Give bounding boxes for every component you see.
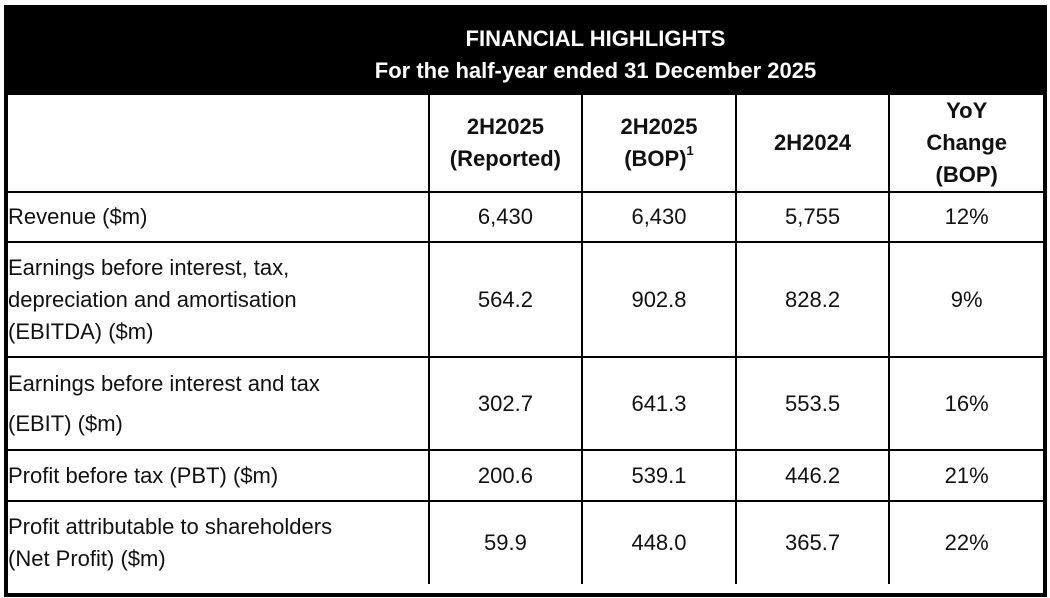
row-label: Earnings before interest, tax, depreciat… — [8, 241, 430, 358]
row-label-line: (EBIT) ($m) — [8, 410, 123, 436]
cell-2h2024: 828.2 — [734, 241, 891, 358]
column-header-line: (BOP)1 — [583, 143, 735, 175]
row-label-line: Earnings before interest and tax — [8, 370, 320, 396]
cell-yoy-change: 16% — [888, 356, 1043, 451]
row-label-line: (EBITDA) ($m) — [8, 318, 154, 344]
row-label: Earnings before interest and tax (EBIT) … — [8, 356, 430, 451]
cell-yoy-change: 12% — [888, 191, 1043, 243]
header-row: 2H2025 (Reported) 2H2025 (BOP)1 2H2024 Y… — [8, 95, 1043, 193]
cell-2h2025-reported: 59.9 — [427, 500, 584, 584]
row-label-line: Profit before tax (PBT) ($m) — [8, 462, 279, 488]
column-header-line: (Reported) — [449, 146, 562, 171]
banner-subtitle: For the half-year ended 31 December 2025 — [374, 58, 817, 83]
highlights-grid: 2H2025 (Reported) 2H2025 (BOP)1 2H2024 Y… — [8, 95, 1043, 584]
cell-2h2024: 446.2 — [734, 449, 891, 502]
cell-yoy-change: 21% — [888, 449, 1043, 502]
cell-2h2025-reported: 6,430 — [427, 191, 584, 243]
row-label-line: Revenue ($m) — [8, 204, 148, 229]
column-header-label — [8, 95, 430, 193]
cell-2h2025-bop: 902.8 — [581, 241, 737, 358]
row-label: Revenue ($m) — [8, 191, 430, 243]
table-row-ebit: Earnings before interest and tax (EBIT) … — [8, 356, 1043, 451]
row-label-line: Earnings before interest, tax, — [8, 254, 290, 280]
column-header-line: YoY — [946, 98, 988, 123]
cell-2h2025-reported: 200.6 — [427, 449, 584, 502]
row-label-line: depreciation and amortisation — [8, 286, 297, 312]
table-banner: FINANCIAL HIGHLIGHTS For the half-year e… — [8, 9, 1043, 95]
row-label: Profit attributable to shareholders (Net… — [8, 500, 430, 584]
row-label: Profit before tax (PBT) ($m) — [8, 449, 430, 502]
banner-title: FINANCIAL HIGHLIGHTS — [465, 26, 726, 51]
cell-2h2024: 365.7 — [734, 500, 891, 584]
cell-yoy-change: 9% — [888, 241, 1043, 358]
financial-highlights-table: FINANCIAL HIGHLIGHTS For the half-year e… — [4, 5, 1047, 597]
cell-2h2025-reported: 302.7 — [427, 356, 584, 451]
row-label-line: Profit attributable to shareholders — [8, 514, 333, 539]
cell-2h2025-bop: 641.3 — [581, 356, 737, 451]
cell-2h2025-bop: 6,430 — [581, 191, 737, 243]
cell-2h2025-reported: 564.2 — [427, 241, 584, 358]
column-header-line: Change — [926, 130, 1008, 155]
cell-yoy-change: 22% — [888, 500, 1043, 584]
column-header-line: 2H2025 — [620, 114, 698, 139]
table-row-revenue: Revenue ($m) 6,430 6,430 5,755 12% — [8, 191, 1043, 243]
cell-2h2024: 553.5 — [734, 356, 891, 451]
column-header-yoy-change: YoY Change (BOP) — [888, 95, 1043, 193]
cell-2h2025-bop: 448.0 — [581, 500, 737, 584]
column-header-line: 2H2025 — [466, 114, 544, 139]
column-header-2h2025-bop: 2H2025 (BOP)1 — [581, 95, 737, 193]
column-header-2h2025-reported: 2H2025 (Reported) — [427, 95, 584, 193]
table-row-net-profit: Profit attributable to shareholders (Net… — [8, 500, 1043, 584]
column-header-2h2024: 2H2024 — [734, 95, 891, 193]
cell-2h2025-bop: 539.1 — [581, 449, 737, 502]
table-row-pbt: Profit before tax (PBT) ($m) 200.6 539.1… — [8, 449, 1043, 502]
column-header-text: (BOP) — [624, 146, 687, 171]
column-header-line: 2H2024 — [774, 130, 852, 155]
table-row-ebitda: Earnings before interest, tax, depreciat… — [8, 241, 1043, 358]
row-label-line: (Net Profit) ($m) — [8, 546, 166, 571]
cell-2h2024: 5,755 — [734, 191, 891, 243]
footnote-marker: 1 — [686, 142, 694, 158]
column-header-line: (BOP) — [935, 162, 998, 187]
